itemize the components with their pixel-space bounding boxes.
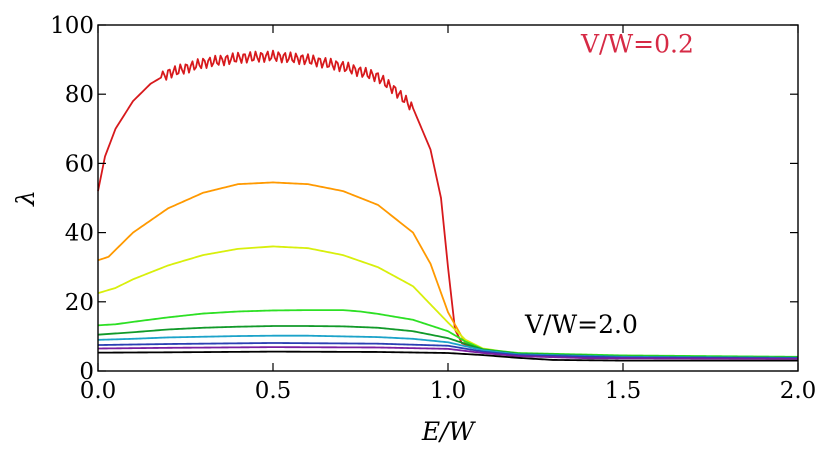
x-tick-label: 0.5	[255, 378, 292, 404]
y-axis-label: λ	[11, 190, 40, 207]
x-tick-label: 1.5	[605, 378, 642, 404]
series-line-4	[97, 309, 799, 358]
x-tick-label: 0.0	[80, 378, 117, 404]
y-tick-label: 60	[65, 151, 94, 177]
x-tick-label: 2.0	[780, 378, 817, 404]
y-tick-label: 80	[65, 82, 94, 108]
x-tick-label: 1.0	[430, 378, 467, 404]
annotation-label: V/W=2.0	[524, 310, 638, 339]
y-tick-label: 0	[79, 359, 94, 385]
annotations: V/W=0.2 V/W=2.0	[524, 30, 694, 339]
y-tick-label: 20	[65, 290, 94, 316]
tick-labels: 0.0 0.5 1.0 1.5 2.0 0 20 40 60 80 100	[50, 13, 816, 404]
series-line-8	[97, 346, 799, 360]
plot-series	[97, 49, 799, 362]
series-line-9	[97, 350, 798, 362]
y-tick-label: 100	[50, 13, 94, 39]
annotation-label: V/W=0.2	[580, 30, 694, 59]
x-axis-label: E/W	[421, 417, 477, 446]
y-tick-label: 40	[65, 221, 94, 247]
plot-frame	[97, 24, 799, 372]
axis-ticks	[97, 24, 799, 372]
